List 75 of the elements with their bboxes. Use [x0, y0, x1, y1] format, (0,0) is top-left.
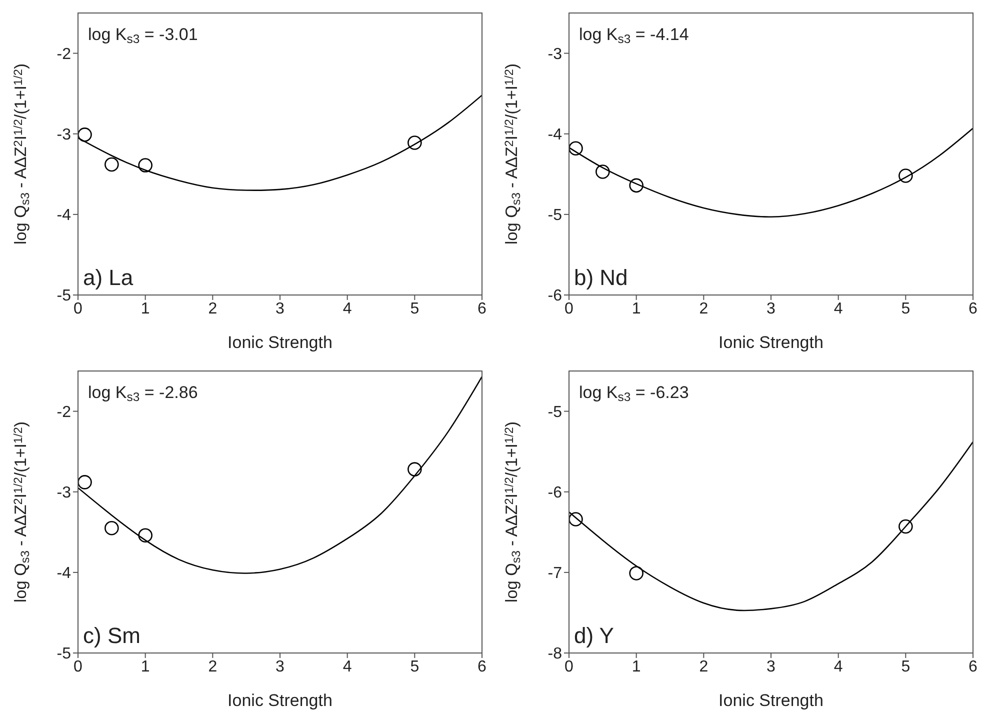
- x-tick-label: 1: [632, 658, 641, 676]
- y-tick-label: -5: [56, 288, 72, 305]
- x-tick-label: 2: [208, 300, 218, 318]
- annotation: log K$_{s3}$ = -6.23: [579, 383, 689, 404]
- x-axis-title: Ionic Strength: [228, 691, 332, 710]
- y-tick-label: -3: [548, 46, 562, 63]
- line-series: [78, 376, 482, 574]
- point: [104, 157, 119, 172]
- y-tick-label: -5: [548, 207, 562, 224]
- x-tick-label: 0: [74, 658, 83, 676]
- y-tick-label: -4: [548, 126, 562, 144]
- x-tick-label: 5: [901, 658, 910, 676]
- y-tick-label: -3: [56, 484, 72, 502]
- y-tick-label: -5: [56, 646, 72, 663]
- point: [104, 520, 119, 536]
- x-tick-label: 5: [410, 658, 420, 676]
- point: [569, 512, 583, 526]
- x-tick-label: 1: [140, 300, 150, 318]
- annotation: a) La: [83, 265, 134, 290]
- x-tick-label: 2: [699, 300, 708, 318]
- point: [78, 128, 92, 142]
- y-tick-label: -4: [56, 207, 72, 224]
- y-tick-label: -4: [56, 565, 72, 582]
- annotation: log K$_{s3}$ = -2.86: [88, 383, 198, 404]
- x-tick-label: 0: [564, 658, 574, 676]
- x-tick-label: 4: [834, 658, 843, 676]
- x-tick-label: 6: [478, 300, 487, 318]
- point: [408, 462, 422, 476]
- x-tick-label: 0: [564, 300, 574, 318]
- x-tick-label: 2: [699, 658, 708, 676]
- y-tick-label: -8: [548, 646, 562, 663]
- x-tick-label: 4: [342, 658, 352, 676]
- y-tick-label: -7: [548, 565, 562, 582]
- point: [408, 136, 422, 150]
- x-tick-label: 2: [208, 658, 218, 676]
- x-tick-label: 3: [766, 658, 776, 676]
- point: [596, 164, 610, 179]
- point: [898, 519, 913, 534]
- point: [898, 168, 913, 183]
- x-tick-label: 1: [632, 300, 641, 318]
- annotation: d) Y: [574, 623, 614, 648]
- x-tick-label: 4: [834, 300, 843, 318]
- y-tick-label: -6: [548, 288, 562, 305]
- x-tick-label: 3: [276, 658, 285, 676]
- point: [569, 141, 583, 156]
- x-tick-label: 5: [410, 300, 420, 318]
- line-series: [569, 441, 973, 612]
- x-tick-label: 0: [74, 300, 83, 318]
- x-axis-title: Ionic Strength: [718, 691, 824, 710]
- y-tick-label: -6: [548, 484, 562, 502]
- line-series: [78, 94, 482, 191]
- point: [138, 528, 152, 543]
- x-tick-label: 3: [276, 300, 285, 318]
- x-tick-label: 6: [478, 658, 487, 676]
- point: [629, 566, 644, 580]
- x-tick-label: 3: [766, 300, 776, 318]
- x-tick-label: 6: [968, 300, 978, 318]
- annotation: log K$_{s3}$ = -4.14: [579, 25, 689, 46]
- y-tick-label: -2: [56, 404, 72, 421]
- y-tick-label: -5: [548, 404, 562, 421]
- annotation: log K$_{s3}$ = -3.01: [88, 25, 198, 46]
- point: [629, 178, 644, 193]
- y-tick-label: -2: [56, 46, 72, 63]
- annotation: c) Sm: [83, 623, 140, 648]
- x-tick-label: 5: [901, 300, 910, 318]
- annotation: b) Nd: [574, 265, 628, 290]
- x-axis-title: Ionic Strength: [718, 333, 824, 352]
- y-tick-label: -3: [56, 126, 72, 144]
- line-series: [569, 128, 973, 218]
- x-tick-label: 4: [342, 300, 352, 318]
- point: [78, 475, 92, 490]
- point: [138, 158, 152, 172]
- x-tick-label: 6: [968, 658, 978, 676]
- x-axis-title: Ionic Strength: [228, 333, 332, 352]
- x-tick-label: 1: [140, 658, 150, 676]
